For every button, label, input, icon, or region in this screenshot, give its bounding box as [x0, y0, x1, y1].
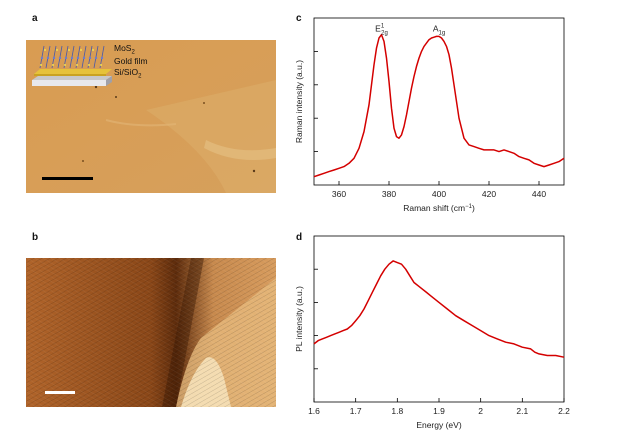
x-tick-label: 1.7	[350, 406, 362, 416]
x-tick-label: 2.2	[558, 406, 570, 416]
panel-label-a: a	[32, 13, 38, 24]
series-line	[313, 260, 565, 358]
x-tick-label: 400	[432, 189, 446, 199]
scale-bar-a	[42, 177, 93, 180]
panel-label-b: b	[32, 232, 39, 243]
panel-label-d: d	[296, 232, 303, 243]
optical-micrograph	[26, 40, 276, 193]
peak-label: E1 2g	[375, 23, 388, 36]
peak-label: A1g	[433, 23, 445, 36]
raman-chart: 360 380 400 420 440 Raman shift (cm−1) Raman i…	[294, 17, 565, 213]
scale-bar-b	[45, 391, 75, 394]
x-tick-label: 360	[332, 189, 346, 199]
plot-frame	[313, 235, 565, 403]
layer-schematic	[32, 45, 112, 86]
optical-micrograph-image	[26, 40, 276, 193]
afm-image	[26, 258, 276, 407]
x-tick-label: 1.9	[433, 406, 445, 416]
legend-gold-film: Gold film	[114, 56, 148, 66]
x-tick-label: 380	[382, 189, 396, 199]
pl-chart: 1.6 1.7 1.8 1.9 2 2.1 2.2 Energy (eV) PL intensi…	[294, 235, 570, 430]
legend-mos2: MoS2	[114, 43, 135, 56]
y-axis-label: Raman intensity (a.u.)	[294, 60, 304, 143]
x-tick-label: 1.6	[308, 406, 320, 416]
x-axis-label: Energy (eV)	[416, 420, 462, 430]
legend-si-sio2: Si/SiO2	[114, 67, 142, 80]
x-tick-label: 420	[482, 189, 496, 199]
series-line	[313, 33, 565, 178]
x-tick-label: 440	[532, 189, 546, 199]
x-tick-label: 2.1	[516, 406, 528, 416]
afm-image-render	[26, 258, 276, 407]
x-tick-label: 2	[478, 406, 483, 416]
x-axis-label: Raman shift (cm−1)	[403, 203, 475, 213]
y-axis-label: PL intensity (a.u.)	[294, 286, 304, 352]
x-tick-label: 1.8	[391, 406, 403, 416]
panel-label-c: c	[296, 13, 302, 24]
